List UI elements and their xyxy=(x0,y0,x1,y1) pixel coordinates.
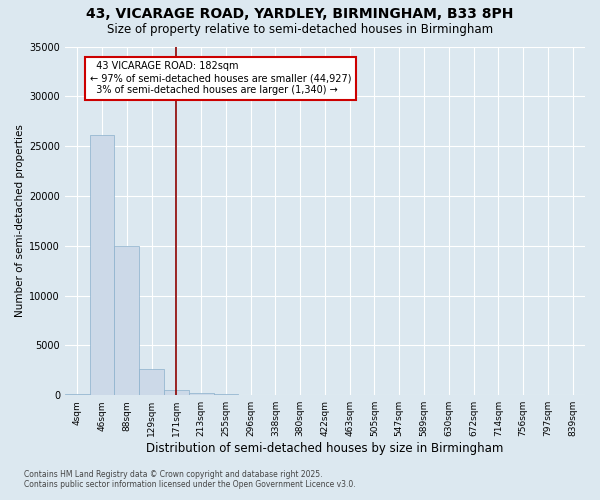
Bar xyxy=(89,135,115,395)
Bar xyxy=(115,246,139,395)
Bar xyxy=(139,370,164,395)
X-axis label: Distribution of semi-detached houses by size in Birmingham: Distribution of semi-detached houses by … xyxy=(146,442,503,455)
Bar xyxy=(65,394,89,395)
Bar xyxy=(164,390,189,395)
Text: 43, VICARAGE ROAD, YARDLEY, BIRMINGHAM, B33 8PH: 43, VICARAGE ROAD, YARDLEY, BIRMINGHAM, … xyxy=(86,8,514,22)
Text: Contains HM Land Registry data © Crown copyright and database right 2025.
Contai: Contains HM Land Registry data © Crown c… xyxy=(24,470,356,489)
Text: Size of property relative to semi-detached houses in Birmingham: Size of property relative to semi-detach… xyxy=(107,22,493,36)
Bar xyxy=(214,394,238,395)
Text: 43 VICARAGE ROAD: 182sqm
← 97% of semi-detached houses are smaller (44,927)
  3%: 43 VICARAGE ROAD: 182sqm ← 97% of semi-d… xyxy=(89,62,351,94)
Bar xyxy=(189,394,214,395)
Y-axis label: Number of semi-detached properties: Number of semi-detached properties xyxy=(15,124,25,318)
